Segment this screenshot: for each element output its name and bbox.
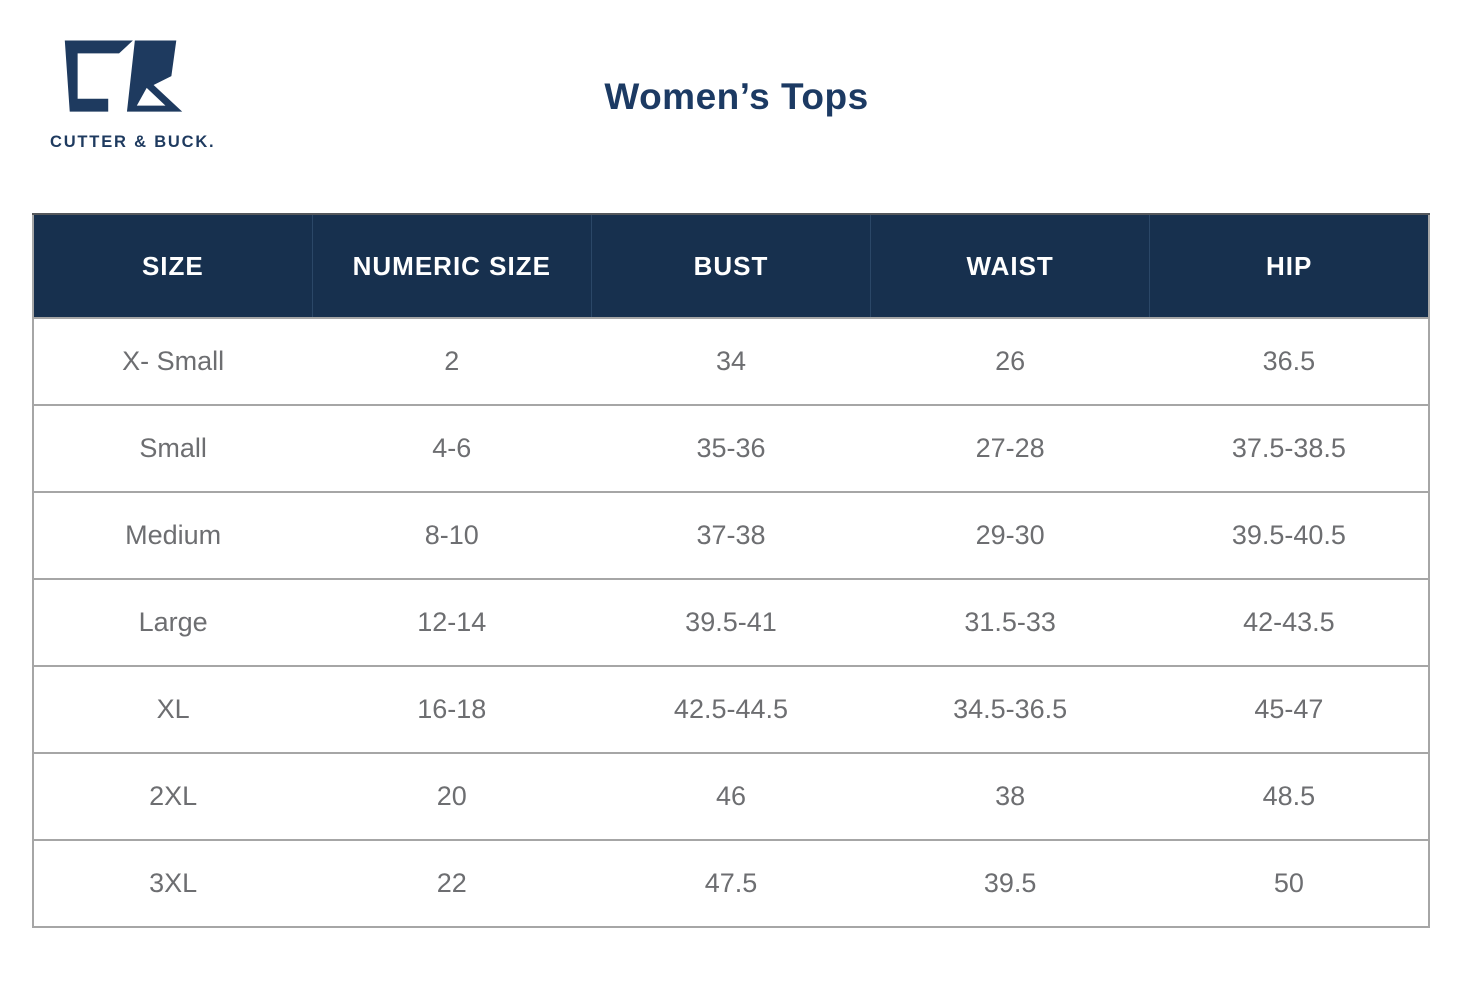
table-cell: 46 bbox=[591, 752, 871, 840]
table-cell: 37-38 bbox=[591, 491, 871, 579]
table-cell: 45-47 bbox=[1149, 665, 1429, 753]
table-cell: 34 bbox=[591, 317, 871, 405]
table-cell: 8-10 bbox=[312, 491, 592, 579]
table-cell: XL bbox=[33, 665, 313, 753]
logo-wordmark: CUTTER & BUCK. bbox=[50, 133, 216, 151]
table-row-xl: XL 16-18 42.5-44.5 34.5-36.5 45-47 bbox=[33, 665, 1429, 753]
table-cell: 35-36 bbox=[591, 404, 871, 492]
table-cell: 22 bbox=[312, 839, 592, 927]
table-cell: Small bbox=[33, 404, 313, 492]
table-cell: 39.5 bbox=[870, 839, 1150, 927]
column-header-size: SIZE bbox=[33, 213, 313, 318]
table-row-large: Large 12-14 39.5-41 31.5-33 42-43.5 bbox=[33, 578, 1429, 666]
size-chart-table: SIZE NUMERIC SIZE BUST WAIST HIP X- Smal… bbox=[32, 213, 1430, 928]
page-title: Women’s Tops bbox=[604, 76, 869, 117]
table-row-3xl: 3XL 22 47.5 39.5 50 bbox=[33, 839, 1429, 927]
table-cell: 2 bbox=[312, 317, 592, 405]
table-cell: 38 bbox=[870, 752, 1150, 840]
table-row-medium: Medium 8-10 37-38 29-30 39.5-40.5 bbox=[33, 491, 1429, 579]
table-cell: Medium bbox=[33, 491, 313, 579]
table-cell: 20 bbox=[312, 752, 592, 840]
table-cell: Large bbox=[33, 578, 313, 666]
table-cell: 42.5-44.5 bbox=[591, 665, 871, 753]
column-header-hip: HIP bbox=[1149, 213, 1429, 318]
table-cell: X- Small bbox=[33, 317, 313, 405]
table-cell: 42-43.5 bbox=[1149, 578, 1429, 666]
table-cell: 34.5-36.5 bbox=[870, 665, 1150, 753]
table-cell: 4-6 bbox=[312, 404, 592, 492]
table-cell: 36.5 bbox=[1149, 317, 1429, 405]
cb-logo-icon bbox=[64, 40, 183, 112]
table-cell: 2XL bbox=[33, 752, 313, 840]
table-cell: 39.5-41 bbox=[591, 578, 871, 666]
table-cell: 16-18 bbox=[312, 665, 592, 753]
table-cell: 26 bbox=[870, 317, 1150, 405]
column-header-bust: BUST bbox=[591, 213, 872, 318]
table-cell: 50 bbox=[1149, 839, 1429, 927]
table-cell: 37.5-38.5 bbox=[1149, 404, 1429, 492]
table-cell: 48.5 bbox=[1149, 752, 1429, 840]
table-cell: 3XL bbox=[33, 839, 313, 927]
table-cell: 31.5-33 bbox=[870, 578, 1150, 666]
table-row-2xl: 2XL 20 46 38 48.5 bbox=[33, 752, 1429, 840]
table-cell: 47.5 bbox=[591, 839, 871, 927]
table-row-small: Small 4-6 35-36 27-28 37.5-38.5 bbox=[33, 404, 1429, 492]
column-header-waist: WAIST bbox=[870, 213, 1151, 318]
table-cell: 39.5-40.5 bbox=[1149, 491, 1429, 579]
table-cell: 29-30 bbox=[870, 491, 1150, 579]
table-row-xsmall: X- Small 2 34 26 36.5 bbox=[33, 317, 1429, 405]
table-header-row: SIZE NUMERIC SIZE BUST WAIST HIP bbox=[33, 213, 1429, 318]
cutter-buck-logo: CUTTER & BUCK. bbox=[50, 36, 216, 152]
column-header-numeric-size: NUMERIC SIZE bbox=[312, 213, 592, 318]
table-cell: 27-28 bbox=[870, 404, 1150, 492]
table-cell: 12-14 bbox=[312, 578, 592, 666]
